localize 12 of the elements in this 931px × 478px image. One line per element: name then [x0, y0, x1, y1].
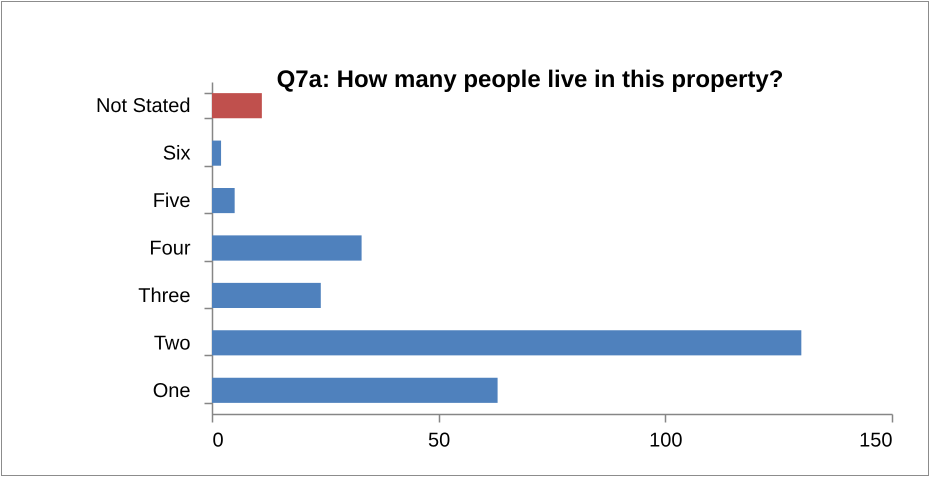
y-tick-label: One — [152, 380, 190, 402]
x-tick-label: 150 — [859, 430, 892, 452]
y-tick-label: Five — [152, 190, 190, 212]
y-tick-label: Three — [138, 284, 190, 307]
x-tick-label: 100 — [649, 430, 683, 452]
x-tick-label: 50 — [428, 430, 450, 452]
y-tick-label: Not Stated — [96, 95, 190, 118]
chart-title: Q7a: How many people live in this property? — [276, 66, 784, 93]
y-tick-label: Four — [149, 238, 191, 260]
y-tick-label: Two — [154, 332, 190, 354]
x-tick-label: 0 — [212, 430, 224, 452]
y-tick-label: Six — [162, 142, 190, 165]
